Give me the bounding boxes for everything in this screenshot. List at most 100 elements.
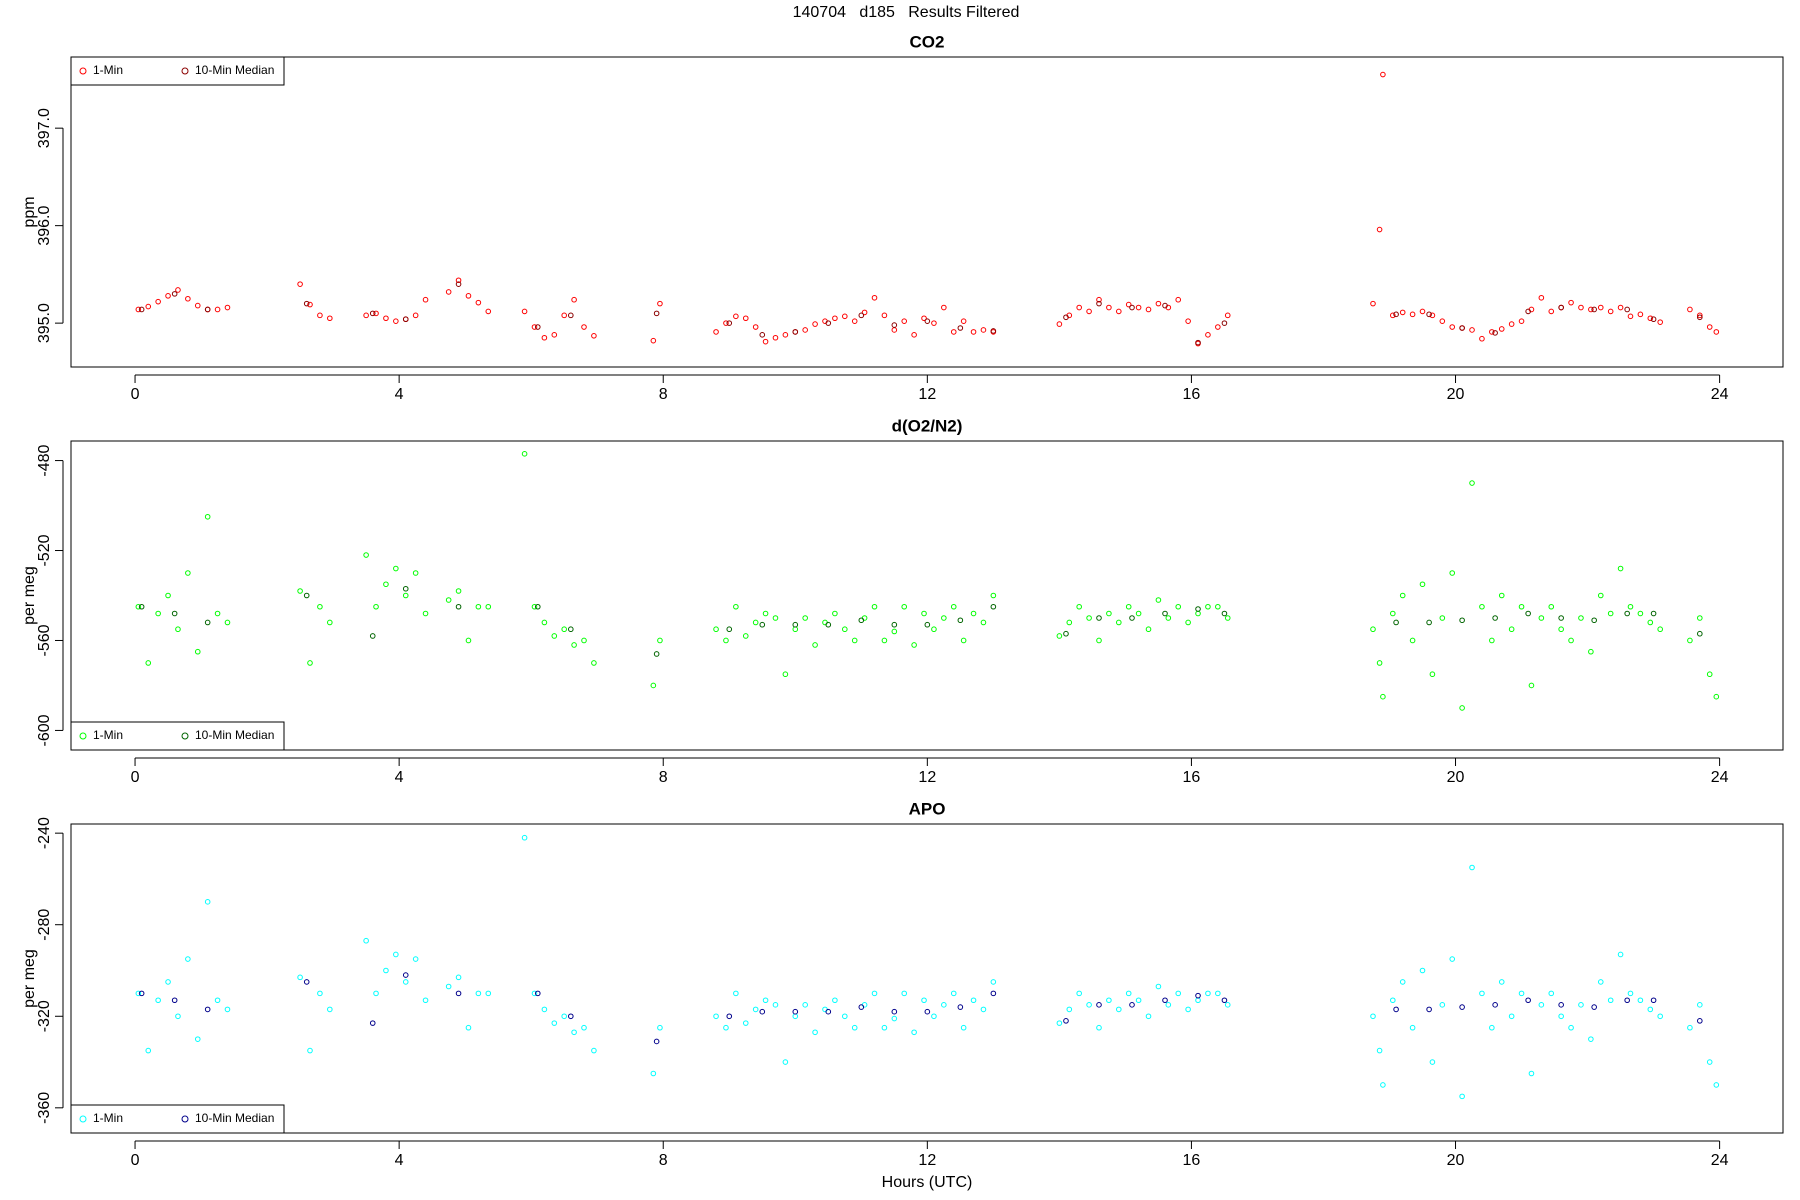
data-point (465, 637, 472, 644)
data-point (782, 332, 789, 338)
data-point (1538, 1002, 1545, 1008)
data-point (204, 1006, 211, 1013)
data-point (825, 320, 832, 326)
data-point (1508, 1013, 1515, 1020)
data-point (303, 300, 310, 307)
legend-marker (181, 67, 189, 75)
data-point (1370, 1013, 1376, 1020)
data-point (1426, 619, 1432, 626)
data-point (214, 306, 221, 313)
data-point (1076, 990, 1082, 997)
data-point (891, 322, 898, 328)
data-point (1525, 610, 1531, 617)
data-point (1195, 606, 1201, 612)
data-point (1578, 1002, 1584, 1008)
data-point (713, 1013, 719, 1020)
data-point (1492, 330, 1498, 336)
data-point (521, 451, 528, 457)
data-point (762, 610, 769, 617)
data-point (1657, 1013, 1663, 1020)
data-point (1135, 304, 1142, 311)
data-point (1125, 603, 1132, 610)
data-point (1380, 71, 1386, 78)
data-point (303, 592, 310, 599)
data-point (1459, 1093, 1465, 1100)
data-point (1221, 997, 1228, 1004)
data-point (383, 967, 389, 974)
data-point (1518, 318, 1525, 324)
x-tick-label: 8 (659, 386, 668, 403)
data-point (1155, 300, 1162, 307)
data-point (455, 281, 462, 287)
data-point (792, 1008, 799, 1015)
data-point (422, 997, 429, 1004)
data-point (1706, 671, 1713, 678)
data-point (317, 603, 323, 610)
data-point (1528, 1070, 1535, 1077)
data-point (1185, 619, 1191, 626)
legend-marker (79, 67, 87, 75)
data-point (657, 300, 663, 307)
legend-marker (79, 732, 87, 740)
data-point (1076, 304, 1082, 311)
data-point (957, 1004, 964, 1010)
data-point (521, 834, 528, 841)
data-point (475, 603, 482, 610)
data-point (1624, 610, 1630, 617)
data-point (792, 621, 799, 628)
panel-title: d(O2/N2) (892, 416, 963, 435)
data-point (911, 332, 917, 338)
data-point (145, 660, 152, 666)
data-point (1706, 324, 1713, 330)
data-point (1687, 306, 1693, 313)
legend-label: 1-Min (93, 728, 123, 742)
plot-frame (70, 823, 1784, 1134)
data-point (135, 306, 142, 313)
x-tick-label: 0 (131, 1152, 140, 1169)
data-point (1076, 603, 1082, 610)
data-point (1624, 997, 1630, 1004)
data-point (1115, 1006, 1122, 1013)
panel-title: CO2 (910, 32, 945, 51)
data-point (1399, 979, 1406, 985)
data-point (1399, 592, 1406, 599)
data-point (1617, 951, 1624, 958)
data-point (1380, 1082, 1386, 1088)
y-axis-label: per meg (21, 566, 38, 625)
legend-marker (79, 1115, 87, 1123)
data-point (990, 979, 997, 985)
data-point (1096, 637, 1102, 644)
data-point (1175, 603, 1182, 610)
data-point (980, 327, 987, 333)
data-point (1439, 1002, 1446, 1008)
data-point (568, 312, 574, 319)
data-point (307, 1047, 313, 1054)
data-point (742, 1020, 749, 1026)
data-point (1129, 304, 1135, 311)
data-point (1125, 990, 1132, 997)
data-point (1086, 615, 1092, 621)
data-point (534, 324, 541, 330)
data-point (891, 327, 898, 333)
data-point (858, 312, 865, 319)
data-point (650, 682, 657, 689)
data-point (960, 637, 967, 644)
data-point (383, 315, 389, 322)
data-point (1115, 619, 1122, 626)
data-point (1155, 597, 1162, 603)
data-point (1538, 294, 1545, 301)
data-point (990, 328, 997, 334)
data-point (1647, 619, 1654, 626)
data-point (1376, 660, 1383, 666)
data-point (175, 287, 181, 293)
x-tick-label: 20 (1447, 386, 1465, 403)
data-point (1162, 997, 1168, 1004)
data-point (171, 997, 178, 1004)
data-point (455, 588, 462, 594)
data-point (1419, 308, 1426, 315)
data-point (1538, 615, 1545, 621)
data-point (145, 303, 152, 310)
data-point (1489, 637, 1495, 644)
data-point (723, 637, 729, 644)
